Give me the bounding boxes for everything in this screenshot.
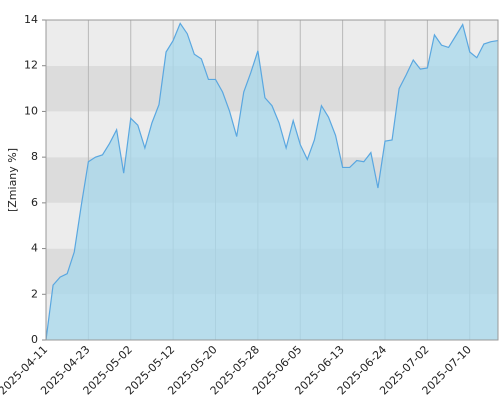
background-band xyxy=(46,20,498,66)
line xyxy=(45,22,499,341)
plot-border xyxy=(45,19,499,341)
y-tick-label: 6 xyxy=(31,196,38,209)
y-tick-label: 12 xyxy=(24,59,38,72)
y-tick-label: 2 xyxy=(31,287,38,300)
y-tick-label: 8 xyxy=(31,150,38,163)
y-tick-label: 4 xyxy=(31,242,38,255)
area xyxy=(46,23,498,341)
y-tick-label: 10 xyxy=(24,104,38,117)
y-tick-label: 14 xyxy=(24,13,38,26)
y-axis-label: [Zmiany %] xyxy=(6,148,19,212)
y-tick-label: 0 xyxy=(31,333,38,346)
